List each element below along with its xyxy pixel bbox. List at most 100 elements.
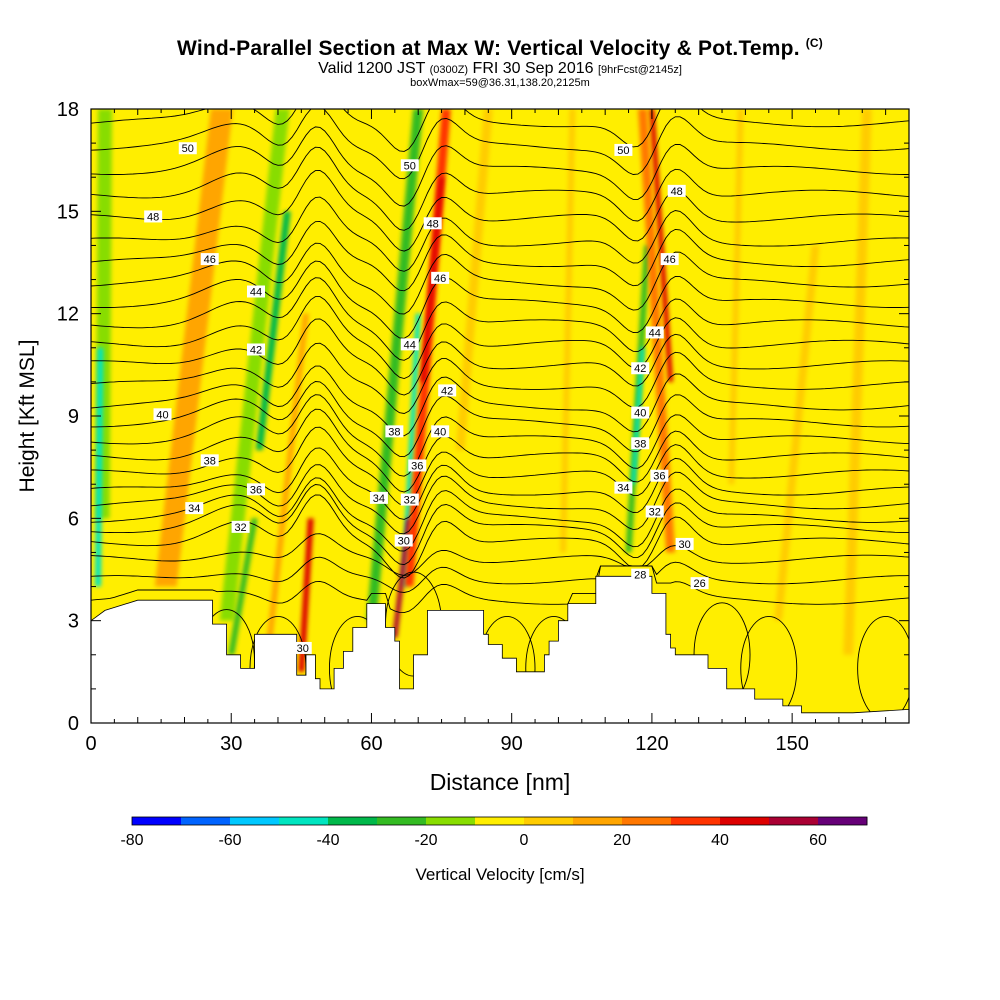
contour-label-box-31 — [675, 537, 694, 550]
colorbar: -80 -60 -40 -20 0 20 40 60 Vertical Velocity [cm… — [120, 816, 868, 884]
contour-labels: 50 50 50 48 48 48 46 46 46 44 44 44 42 42 42 40 40 40 38 38… — [144, 142, 709, 655]
contour-label-7: 46 — [434, 273, 446, 285]
contour-label-30: 30 — [398, 536, 410, 548]
isentrope-30 — [91, 484, 909, 566]
contour-label-2: 50 — [617, 145, 629, 157]
contour-label-box-14 — [631, 362, 650, 375]
colorbar-cell-8 — [524, 817, 574, 825]
contour-label-13: 42 — [441, 385, 453, 397]
contour-label-box-32 — [293, 641, 312, 654]
contour-label-box-11 — [645, 326, 664, 339]
colorbar-tick-40: 40 — [711, 832, 729, 849]
isentrope-41 — [91, 296, 909, 379]
isentrope-51 — [91, 109, 909, 152]
contour-label-3: 48 — [147, 211, 159, 223]
w-band-3 — [219, 109, 290, 621]
isentrope-39 — [91, 342, 909, 414]
forecast-info: [9hrFcst@2145z] — [597, 64, 682, 76]
colorbar-cell-3 — [279, 817, 329, 825]
contour-label-22: 36 — [411, 460, 423, 472]
y-tick-label-3: 3 — [68, 611, 79, 633]
w-band-20 — [774, 245, 820, 621]
contour-label-box-3 — [144, 210, 163, 223]
contour-label-19: 38 — [388, 426, 400, 438]
contour-label-8: 46 — [664, 254, 676, 266]
contour-label-box-20 — [631, 437, 650, 450]
x-tick-label-120: 120 — [635, 733, 668, 755]
x-tick-label-30: 30 — [220, 733, 242, 755]
w-band-7 — [298, 518, 314, 672]
contour-label-31: 30 — [679, 539, 691, 551]
contour-label-11: 44 — [649, 327, 661, 339]
colorbar-tick-20: 20 — [613, 832, 631, 849]
contour-label-box-7 — [431, 271, 450, 284]
isentrope-48 — [91, 146, 909, 231]
contour-label-28: 32 — [404, 495, 416, 507]
colorbar-cell-10 — [622, 817, 672, 825]
colorbar-cell-2 — [230, 817, 280, 825]
contour-label-4: 48 — [427, 218, 439, 230]
contour-label-box-21 — [247, 483, 266, 496]
isentrope-43 — [91, 260, 909, 339]
contour-label-box-33 — [631, 568, 650, 581]
contour-label-14: 42 — [634, 363, 646, 375]
y-tick-label-15: 15 — [57, 201, 79, 223]
contour-label-box-26 — [614, 481, 633, 494]
colorbar-cell-6 — [426, 817, 476, 825]
w-band-2 — [154, 109, 233, 587]
contour-label-box-18 — [200, 454, 219, 467]
isentrope-40 — [91, 318, 909, 396]
colorbar-cell-7 — [475, 817, 525, 825]
contour-label-box-0 — [178, 142, 197, 155]
y-tick-label-9: 9 — [68, 406, 79, 428]
contour-label-12: 42 — [250, 344, 262, 356]
isentrope-38 — [91, 365, 909, 437]
contour-label-32: 30 — [297, 643, 309, 655]
utc-time: (0300Z) — [429, 64, 469, 76]
colorbar-label: Vertical Velocity [cm/s] — [415, 865, 584, 884]
colorbar-tick-0: 0 — [520, 832, 529, 849]
isentrope-44 — [91, 242, 909, 315]
isentrope-47 — [91, 170, 909, 252]
contour-label-15: 40 — [156, 409, 168, 421]
x-tick-label-150: 150 — [775, 733, 808, 755]
isentrope-26 — [91, 565, 909, 614]
isentrope-29 — [91, 494, 909, 579]
colorbar-cell-0 — [132, 817, 182, 825]
colorbar-tick--40: -40 — [316, 832, 339, 849]
valid-time: Valid 1200 JST — [318, 60, 426, 77]
contour-label-23: 36 — [653, 471, 665, 483]
isentrope-36 — [91, 394, 909, 477]
contour-label-box-22 — [408, 459, 427, 472]
colorbar-tick-60: 60 — [809, 832, 827, 849]
y-axis-label: Height [Kft MSL] — [16, 340, 39, 493]
contour-label-24: 34 — [188, 503, 200, 515]
title-mark: (C) — [805, 36, 823, 50]
contour-label-18: 38 — [204, 455, 216, 467]
isentrope-28 — [91, 533, 909, 576]
contour-label-9: 44 — [250, 286, 262, 298]
colorbar-cell-5 — [377, 817, 427, 825]
contour-label-box-10 — [400, 338, 419, 351]
valid-date: FRI 30 Sep 2016 — [472, 60, 594, 77]
contour-label-box-28 — [400, 493, 419, 506]
y-tick-label-18: 18 — [57, 99, 79, 121]
contour-label-5: 48 — [671, 186, 683, 198]
contour-label-34: 26 — [693, 578, 705, 590]
contour-label-box-1 — [400, 159, 419, 172]
w-band-4 — [255, 211, 291, 451]
contour-label-box-4 — [423, 217, 442, 230]
isentrope-42 — [91, 277, 909, 361]
x-tick-label-60: 60 — [360, 733, 382, 755]
colorbar-cell-13 — [769, 817, 819, 825]
contour-label-box-2 — [614, 143, 633, 156]
contour-label-box-29 — [645, 505, 664, 518]
w-band-17 — [649, 109, 674, 382]
contour-label-25: 34 — [373, 493, 385, 505]
contour-label-box-13 — [438, 384, 457, 397]
contour-label-6: 46 — [204, 254, 216, 266]
w-band-19 — [728, 109, 744, 485]
isentrope-31 — [91, 477, 909, 552]
